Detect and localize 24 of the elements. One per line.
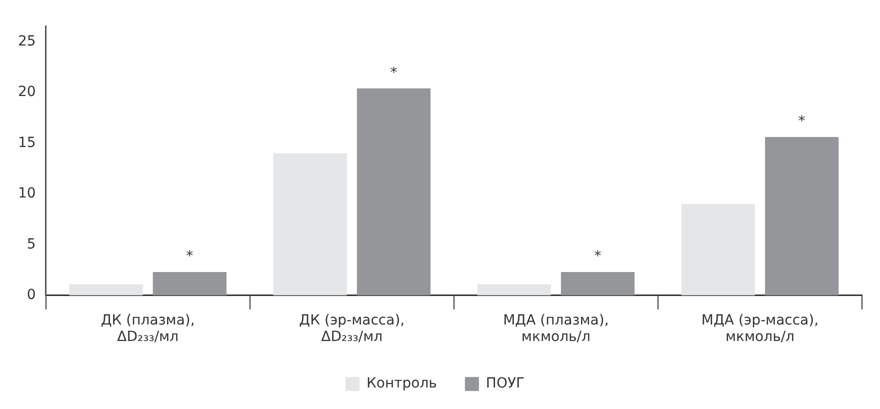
y-tick-label: 20 xyxy=(18,84,36,100)
bar xyxy=(356,88,431,296)
data-label: * xyxy=(798,114,806,130)
legend-label: Контроль xyxy=(366,376,437,392)
x-tick-label: МДА (плазма), мкмоль/л xyxy=(503,312,609,346)
bar xyxy=(560,272,635,296)
bar xyxy=(477,284,551,296)
y-tick-label: 10 xyxy=(18,186,36,202)
y-tick-label: 25 xyxy=(18,33,36,50)
y-tick-label: 0 xyxy=(26,287,36,304)
data-label: * xyxy=(390,64,398,81)
x-tick-label: ДК (плазма), ΔD₂₃₃/мл xyxy=(100,312,195,346)
bar xyxy=(152,272,226,296)
bar xyxy=(764,137,839,296)
x-tick-label: МДА (эр-масса), мкмоль/л xyxy=(701,312,819,346)
bar xyxy=(273,153,347,296)
x-tick-label: ДК (эр-масса), ΔD₂₃₃/мл xyxy=(299,312,405,346)
bar xyxy=(681,204,755,296)
data-label: * xyxy=(594,248,602,265)
legend-label: ПОУГ xyxy=(486,376,525,392)
y-tick-label: 5 xyxy=(26,236,36,252)
y-tick-label: 15 xyxy=(18,134,36,151)
data-label: * xyxy=(186,248,194,265)
bar xyxy=(69,284,143,296)
